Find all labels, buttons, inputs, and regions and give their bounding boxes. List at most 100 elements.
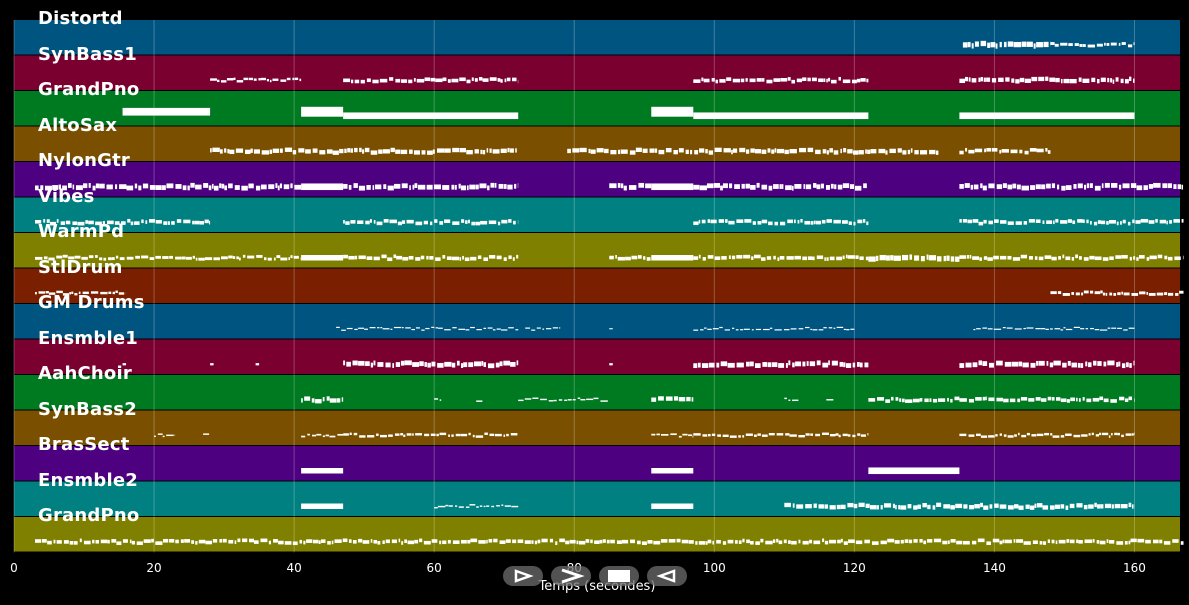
note xyxy=(326,149,333,154)
note xyxy=(1119,396,1125,401)
note xyxy=(894,540,900,544)
note xyxy=(185,256,192,260)
note xyxy=(375,184,382,190)
note xyxy=(979,257,982,261)
note xyxy=(932,398,938,403)
note xyxy=(439,399,442,401)
note-segment xyxy=(343,77,519,84)
note-segment xyxy=(154,433,176,438)
note xyxy=(249,538,254,543)
note xyxy=(983,505,989,510)
note xyxy=(546,328,552,330)
note xyxy=(800,218,803,223)
note xyxy=(1079,44,1083,47)
note xyxy=(452,540,460,544)
note xyxy=(731,327,735,329)
note xyxy=(343,254,348,259)
note xyxy=(95,255,98,258)
note xyxy=(452,221,460,225)
note xyxy=(495,362,500,368)
note xyxy=(162,435,165,438)
note xyxy=(1139,291,1146,295)
note xyxy=(615,255,617,259)
note xyxy=(479,183,487,189)
stop-button[interactable] xyxy=(599,566,639,586)
note xyxy=(833,150,839,155)
note xyxy=(999,504,1007,509)
note xyxy=(1162,183,1168,189)
note xyxy=(350,148,354,153)
note xyxy=(532,397,539,399)
note xyxy=(346,327,353,330)
note xyxy=(108,257,112,261)
note xyxy=(950,505,955,510)
rewind-button[interactable] xyxy=(647,566,687,586)
note xyxy=(1029,148,1037,152)
note-segment xyxy=(434,398,442,401)
note xyxy=(755,541,760,545)
note xyxy=(73,541,78,545)
note xyxy=(789,434,797,437)
note xyxy=(1055,77,1060,83)
note xyxy=(92,185,96,191)
note xyxy=(476,329,482,331)
note xyxy=(807,256,813,260)
note xyxy=(1086,398,1092,403)
note xyxy=(376,433,379,436)
note xyxy=(515,148,517,153)
note xyxy=(651,183,694,191)
note xyxy=(461,219,465,223)
play-button[interactable] xyxy=(503,566,543,586)
note xyxy=(1086,183,1090,189)
note xyxy=(812,256,815,261)
note xyxy=(732,78,741,83)
note xyxy=(983,77,986,82)
note xyxy=(1065,256,1071,261)
note xyxy=(222,538,227,543)
note xyxy=(486,148,489,153)
note xyxy=(260,538,268,543)
note xyxy=(837,539,841,544)
note xyxy=(1111,504,1114,509)
note xyxy=(823,327,827,329)
note xyxy=(708,150,714,155)
note xyxy=(442,255,446,259)
note xyxy=(1177,184,1181,190)
note xyxy=(366,256,373,260)
note xyxy=(845,254,848,259)
note xyxy=(995,43,998,49)
note xyxy=(1081,292,1084,296)
note xyxy=(1149,255,1157,260)
note xyxy=(966,255,970,259)
note xyxy=(721,256,727,260)
note xyxy=(822,432,829,435)
note xyxy=(980,77,983,82)
note xyxy=(604,148,609,154)
note xyxy=(280,79,287,82)
note xyxy=(38,291,46,294)
note xyxy=(907,149,911,155)
note xyxy=(95,539,99,544)
note xyxy=(115,255,119,259)
note xyxy=(1035,328,1041,330)
note xyxy=(1000,220,1007,224)
note xyxy=(1140,218,1149,223)
note xyxy=(653,540,661,545)
note xyxy=(999,540,1003,545)
note xyxy=(826,150,829,155)
note xyxy=(853,150,859,155)
note xyxy=(45,291,49,294)
note xyxy=(69,541,74,545)
note xyxy=(292,541,298,546)
note xyxy=(840,504,846,510)
note xyxy=(67,183,72,188)
note xyxy=(922,503,927,508)
note xyxy=(102,221,105,225)
note xyxy=(258,78,261,81)
note xyxy=(1094,329,1100,331)
note xyxy=(822,538,825,543)
forward-button[interactable] xyxy=(551,566,591,586)
note xyxy=(1137,538,1145,543)
note xyxy=(211,183,214,189)
note-segment xyxy=(959,112,1135,120)
